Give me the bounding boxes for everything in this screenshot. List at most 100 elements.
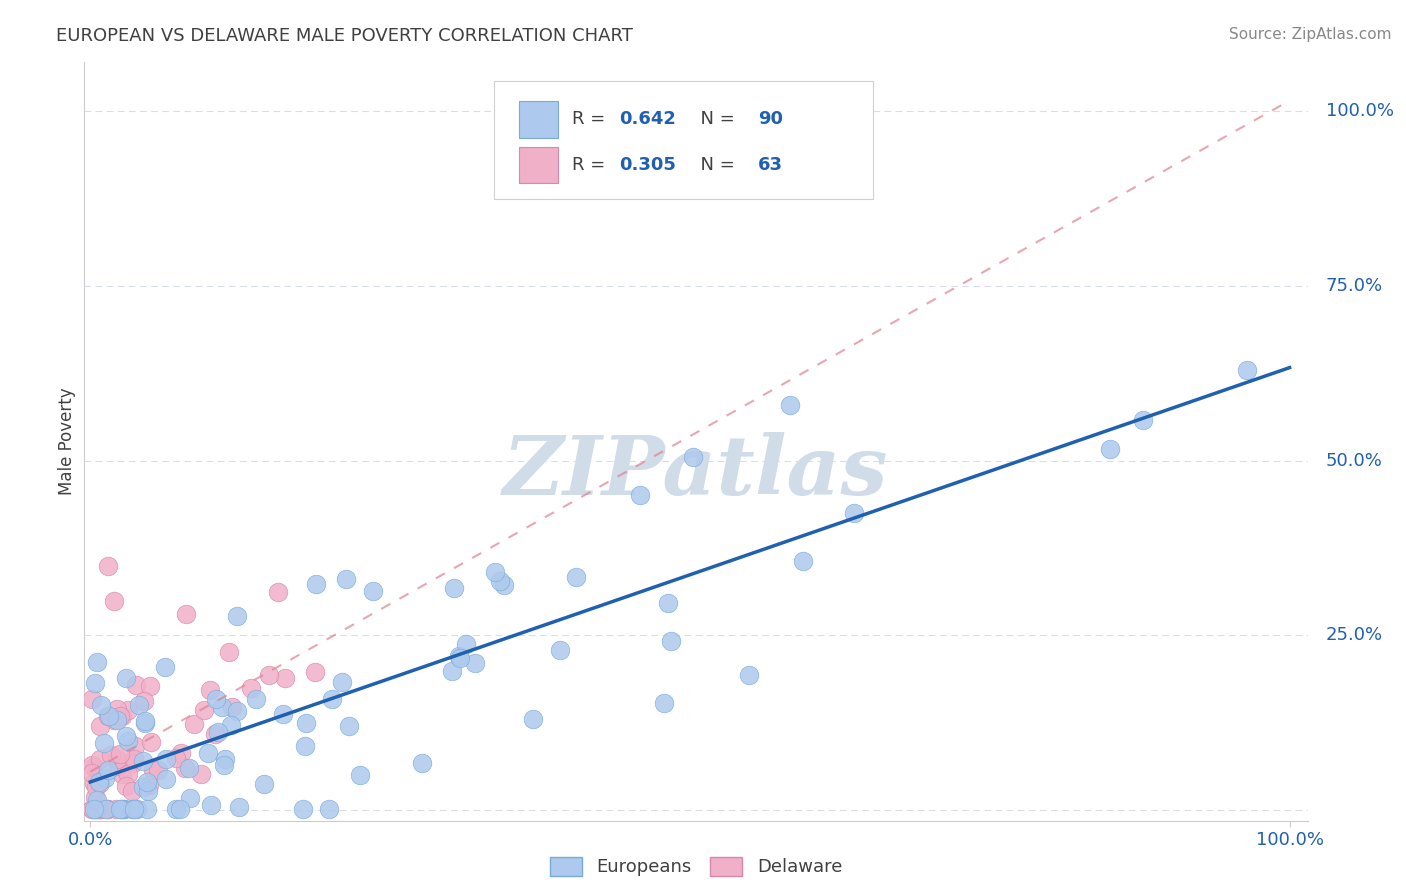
Point xyxy=(90,802,112,816)
Point xyxy=(110,802,132,816)
Point xyxy=(177,761,200,775)
Point xyxy=(115,779,138,793)
Point xyxy=(200,798,222,813)
Point xyxy=(139,735,162,749)
Point xyxy=(522,712,544,726)
Text: N =: N = xyxy=(689,111,740,128)
Point xyxy=(198,682,221,697)
Point xyxy=(292,802,315,816)
Point xyxy=(349,767,371,781)
Point xyxy=(93,735,115,749)
Point xyxy=(305,577,328,591)
Point xyxy=(449,650,471,665)
Point xyxy=(87,774,110,789)
Point xyxy=(132,780,155,794)
Point xyxy=(121,802,143,816)
Point xyxy=(127,802,149,816)
Point xyxy=(135,775,157,789)
Point xyxy=(170,747,193,761)
Text: 75.0%: 75.0% xyxy=(1326,277,1384,295)
Point xyxy=(89,776,111,790)
Point xyxy=(80,766,103,780)
Point xyxy=(94,772,117,786)
Point xyxy=(105,752,128,766)
Point xyxy=(295,715,318,730)
Text: R =: R = xyxy=(572,156,612,174)
Point xyxy=(134,715,156,730)
Point xyxy=(219,718,242,732)
Point xyxy=(142,764,165,778)
Point xyxy=(318,802,340,816)
Point xyxy=(267,585,290,599)
Point xyxy=(97,763,120,777)
Point xyxy=(1099,442,1122,457)
Point xyxy=(330,674,353,689)
Point xyxy=(1132,413,1154,427)
Point xyxy=(449,648,471,663)
Point xyxy=(110,767,132,781)
Point xyxy=(84,676,107,690)
Point xyxy=(212,757,235,772)
Point xyxy=(122,756,145,770)
Text: EUROPEAN VS DELAWARE MALE POVERTY CORRELATION CHART: EUROPEAN VS DELAWARE MALE POVERTY CORREL… xyxy=(56,27,633,45)
Point xyxy=(155,772,177,786)
Point xyxy=(89,719,111,733)
Point xyxy=(115,729,138,743)
Point xyxy=(89,802,111,816)
Point xyxy=(84,802,107,816)
Point xyxy=(86,793,108,807)
Point xyxy=(489,574,512,588)
Point xyxy=(90,698,112,712)
Text: 0.305: 0.305 xyxy=(619,156,676,174)
Point xyxy=(86,655,108,669)
Point xyxy=(103,714,125,728)
Text: 90: 90 xyxy=(758,111,783,128)
Point xyxy=(100,747,122,762)
Point xyxy=(792,554,814,568)
Point xyxy=(190,767,212,781)
Text: N =: N = xyxy=(689,156,740,174)
Point xyxy=(136,802,159,816)
Point xyxy=(628,488,651,502)
Point xyxy=(226,704,249,718)
Point xyxy=(97,558,120,573)
Point xyxy=(155,752,177,766)
Point xyxy=(274,671,297,685)
Point xyxy=(211,699,233,714)
Legend: Europeans, Delaware: Europeans, Delaware xyxy=(543,850,849,884)
Point xyxy=(117,767,139,781)
FancyBboxPatch shape xyxy=(519,101,558,137)
Point xyxy=(80,802,103,816)
Point xyxy=(454,637,477,651)
Point xyxy=(97,709,120,723)
Point xyxy=(134,694,156,708)
Point xyxy=(411,756,433,770)
Text: Source: ZipAtlas.com: Source: ZipAtlas.com xyxy=(1229,27,1392,42)
Point xyxy=(226,608,249,623)
Point xyxy=(654,696,676,710)
Point xyxy=(105,713,128,727)
Point xyxy=(682,450,704,465)
Point xyxy=(96,802,118,816)
Point xyxy=(80,802,103,816)
Point xyxy=(136,784,159,798)
Point xyxy=(122,802,145,816)
Point xyxy=(84,780,107,795)
Point xyxy=(97,802,120,816)
Point xyxy=(214,752,236,766)
Text: 100.0%: 100.0% xyxy=(1326,103,1393,120)
Point xyxy=(83,802,105,816)
Point xyxy=(84,802,107,816)
Point xyxy=(80,692,103,706)
Point xyxy=(117,733,139,747)
Point xyxy=(122,751,145,765)
Point xyxy=(253,777,276,791)
Point xyxy=(304,665,326,679)
Point xyxy=(112,802,135,816)
Point xyxy=(844,506,866,520)
Point xyxy=(84,789,107,804)
Point xyxy=(117,703,139,717)
Point xyxy=(361,584,384,599)
Point xyxy=(89,802,111,816)
Point xyxy=(337,719,360,733)
